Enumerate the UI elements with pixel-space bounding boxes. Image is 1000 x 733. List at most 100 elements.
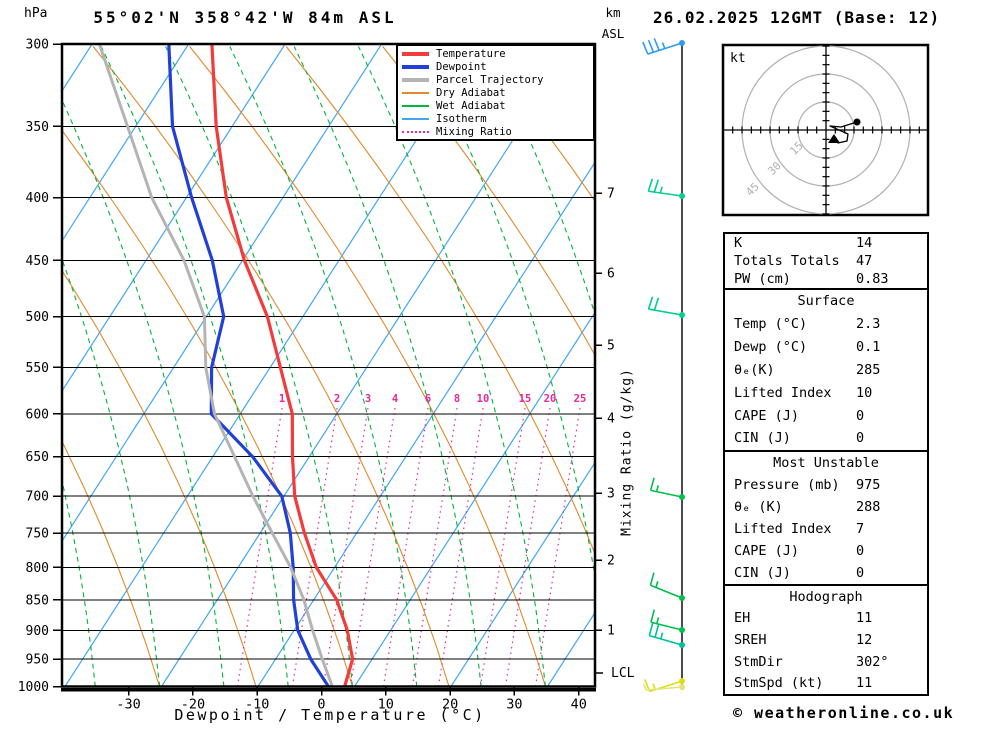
stat-row: StmSpd (kt) 11: [725, 675, 927, 691]
legend-label: Temperature: [436, 47, 506, 60]
run-date: 26.02.2025 12GMT (Base: 12): [653, 8, 941, 27]
svg-text:30: 30: [506, 697, 522, 713]
svg-text:350: 350: [26, 120, 49, 135]
svg-text:10: 10: [378, 697, 394, 713]
stat-row: θₑ(K) 285: [725, 362, 927, 378]
svg-text:6: 6: [607, 267, 615, 282]
stat-label: θₑ (K): [734, 499, 783, 515]
stat-value: 0: [856, 543, 865, 559]
stat-row: CIN (J) 0: [725, 430, 927, 446]
legend-label: Mixing Ratio: [436, 125, 512, 138]
svg-text:550: 550: [26, 361, 49, 376]
hodograph-panel: Hodograph EH 11 SREH 12 StmDir 302° StmSpd …: [723, 584, 929, 696]
legend-label: Dewpoint: [436, 60, 487, 73]
svg-text:300: 300: [26, 38, 49, 53]
svg-text:400: 400: [26, 191, 49, 206]
dry-adiabat-line-swatch: [402, 91, 429, 94]
stat-row: CAPE (J) 0: [725, 543, 927, 559]
svg-text:3: 3: [607, 487, 615, 502]
parcel-line-swatch: [402, 77, 429, 82]
stat-row: StmDir 302°: [725, 654, 927, 670]
page-title: 55°02'N 358°42'W 84m ASL: [93, 8, 397, 27]
isotherm-line-swatch: [402, 117, 429, 120]
stat-label: SREH: [734, 631, 767, 648]
stat-label: PW (cm): [734, 271, 791, 287]
svg-text:650: 650: [26, 450, 49, 465]
svg-text:0: 0: [317, 697, 325, 713]
stat-value: 11: [856, 675, 873, 692]
svg-text:1: 1: [279, 393, 285, 405]
svg-text:6: 6: [425, 393, 431, 405]
legend-item: Isotherm: [402, 113, 591, 125]
svg-text:20: 20: [442, 697, 458, 713]
most-unstable-panel: Most Unstable Pressure (mb) 975 θₑ (K) 288…: [723, 450, 929, 586]
legend-label: Isotherm: [436, 112, 487, 125]
svg-text:500: 500: [26, 310, 49, 325]
stat-value: 975: [856, 477, 881, 493]
stat-value: 11: [856, 610, 873, 627]
stat-row: Temp (°C) 2.3: [725, 316, 927, 332]
stat-row: PW (cm) 0.83: [725, 271, 927, 287]
stat-label: Pressure (mb): [734, 477, 840, 493]
legend-item: Parcel Trajectory: [402, 74, 591, 86]
stat-value: 0.83: [856, 271, 889, 287]
stat-row: CIN (J) 0: [725, 565, 927, 581]
stat-value: 302°: [856, 653, 889, 670]
copyright: © weatheronline.co.uk: [733, 704, 955, 722]
svg-text:3: 3: [365, 393, 371, 405]
mixing-ratio-axis-label: Mixing Ratio (g/kg): [619, 368, 635, 536]
stat-label: K: [734, 235, 743, 251]
legend-item: Mixing Ratio: [402, 126, 591, 138]
legend-label: Wet Adiabat: [436, 99, 506, 112]
svg-text:-30: -30: [116, 697, 140, 713]
stat-label: Lifted Index: [734, 521, 832, 537]
svg-text:15: 15: [519, 393, 532, 405]
km-axis-unit-asl: ASL: [601, 26, 625, 41]
legend-item: Dewpoint: [402, 61, 591, 73]
svg-text:1: 1: [607, 624, 615, 639]
stat-value: 12: [856, 631, 873, 648]
legend-label: Dry Adiabat: [436, 86, 506, 99]
svg-text:5: 5: [607, 339, 615, 354]
legend-item: Temperature: [402, 48, 591, 60]
stat-value: 47: [856, 253, 873, 269]
stat-row: Lifted Index 10: [725, 385, 927, 401]
stat-value: 288: [856, 499, 881, 515]
stat-label: StmDir: [734, 653, 783, 670]
stat-label: CIN (J): [734, 565, 791, 581]
indices-panel: K 14 Totals Totals 47 PW (cm) 0.83: [723, 232, 929, 290]
svg-text:800: 800: [26, 561, 49, 576]
wet-adiabat-line-swatch: [402, 104, 429, 107]
svg-text:900: 900: [26, 624, 49, 639]
svg-text:2: 2: [607, 554, 615, 569]
svg-text:4: 4: [607, 412, 615, 427]
stat-value: 285: [856, 361, 881, 378]
surface-panel: Surface Temp (°C) 2.3 Dewp (°C) 0.1 θₑ(K) 2…: [723, 288, 929, 452]
svg-text:-10: -10: [245, 697, 269, 713]
svg-text:8: 8: [454, 393, 460, 405]
stat-value: 0: [856, 407, 865, 424]
stat-value: 0.1: [856, 339, 881, 356]
stat-row: SREH 12: [725, 632, 927, 648]
stat-row: K 14: [725, 235, 927, 251]
stat-label: θₑ(K): [734, 361, 775, 378]
stat-row: EH 11: [725, 610, 927, 626]
mixing-ratio-line-swatch: [402, 130, 429, 133]
stat-value: 10: [856, 384, 873, 401]
hodograph-panel-title: Hodograph: [789, 588, 863, 605]
svg-text:1000: 1000: [18, 680, 49, 695]
surface-panel-title: Surface: [797, 293, 855, 310]
stat-label: Totals Totals: [734, 253, 840, 269]
svg-text:950: 950: [26, 653, 49, 668]
stat-label: CAPE (J): [734, 543, 800, 559]
svg-text:10: 10: [477, 393, 490, 405]
stat-row: Lifted Index 7: [725, 521, 927, 537]
svg-text:700: 700: [26, 490, 49, 505]
stat-label: CIN (J): [734, 430, 791, 447]
stat-label: Dewp (°C): [734, 339, 808, 356]
km-axis-unit-km: km: [605, 5, 621, 20]
stat-label: StmSpd (kt): [734, 675, 824, 692]
stat-label: EH: [734, 610, 751, 627]
